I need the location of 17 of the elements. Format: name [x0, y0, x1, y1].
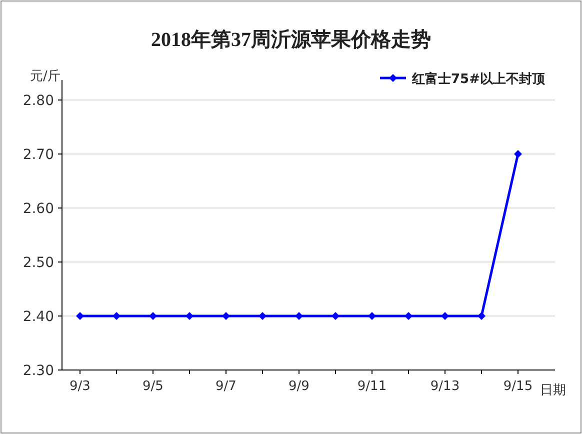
x-axis-title: 日期	[540, 383, 566, 398]
y-tick-label: 2.70	[22, 147, 54, 163]
y-tick-label: 2.50	[22, 255, 54, 271]
x-tick-label: 9/11	[357, 379, 387, 394]
x-tick-label: 9/15	[503, 379, 533, 394]
y-tick-label: 2.60	[22, 201, 54, 217]
y-tick-label: 2.30	[22, 363, 54, 379]
legend-label: 红富士75#以上不封顶	[411, 71, 546, 87]
x-tick-label: 9/13	[430, 379, 460, 394]
chart-title: 2018年第37周沂源苹果价格走势	[151, 28, 431, 51]
x-tick-label: 9/7	[216, 379, 236, 394]
y-tick-label: 2.40	[22, 309, 54, 325]
x-tick-label: 9/5	[142, 379, 164, 394]
x-tick-label: 9/9	[288, 379, 310, 394]
y-axis-title: 元/斤	[30, 69, 60, 84]
y-tick-label: 2.80	[22, 93, 54, 109]
x-tick-label: 9/3	[70, 379, 90, 394]
